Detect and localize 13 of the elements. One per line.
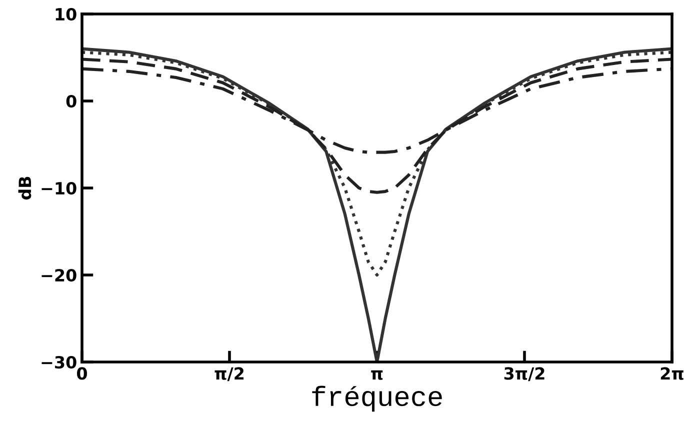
- y-tick-label: −30: [42, 356, 76, 369]
- y-tick-label: 0: [66, 94, 76, 108]
- x-tick-label: π/2: [214, 367, 244, 382]
- x-tick-label: 3π/2: [504, 367, 544, 382]
- y-tick-label: 10: [56, 8, 76, 21]
- x-tick-label: 0: [77, 367, 87, 380]
- x-tick-label: 2π: [660, 367, 684, 380]
- x-axis-title: fréquece: [312, 386, 442, 412]
- x-tick-label: π: [371, 370, 383, 380]
- y-tick-label: −20: [42, 268, 76, 282]
- line-series: [82, 58, 672, 194]
- y-tick-label: −10: [42, 182, 76, 195]
- y-axis-title: dB: [18, 176, 32, 200]
